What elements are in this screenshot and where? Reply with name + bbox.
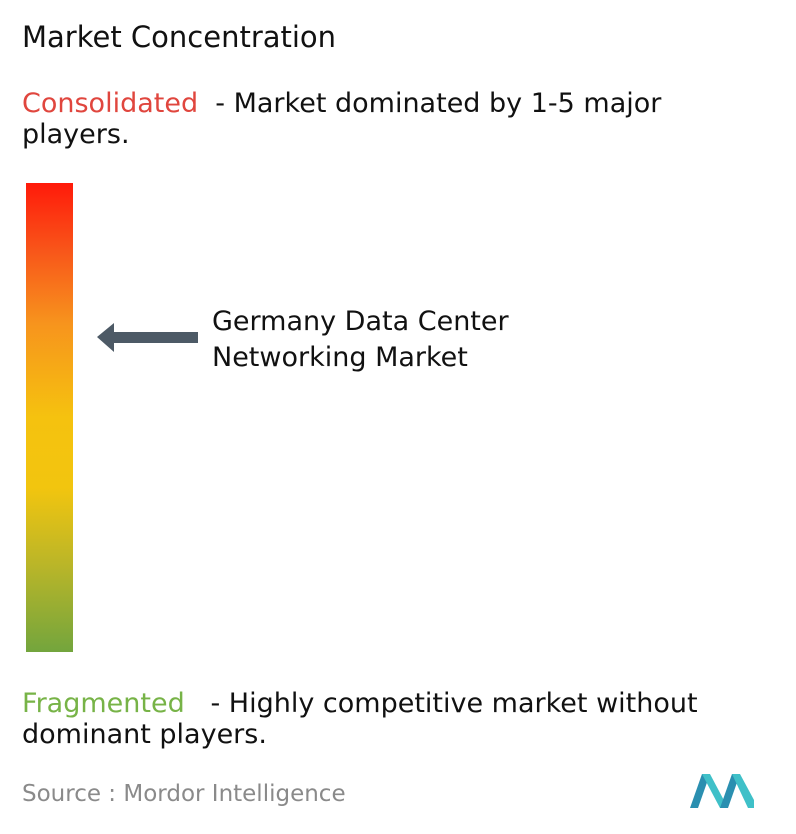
- source-prefix: Source :: [22, 781, 117, 807]
- concentration-gradient-bar: [26, 183, 73, 652]
- fragmented-label: Fragmented: [22, 688, 185, 719]
- logo-part: [720, 774, 740, 808]
- pointer-arrow: [97, 323, 198, 352]
- title: Market Concentration: [22, 20, 337, 54]
- logo-part: [732, 774, 754, 808]
- logo: [690, 774, 754, 808]
- consolidated-label: Consolidated: [22, 88, 199, 119]
- market-label: Germany Data Center Networking Market: [212, 306, 509, 373]
- fragmented-description: - Highly competitive market without domi…: [22, 688, 698, 750]
- consolidated-description: - Market dominated by 1-5 major players.: [22, 88, 662, 150]
- logo-part: [702, 774, 728, 808]
- arrow-shape: [97, 323, 198, 352]
- logo-part: [690, 774, 710, 808]
- consolidated-block: Consolidated - Market dominated by 1-5 m…: [22, 88, 767, 150]
- fragmented-block: Fragmented - Highly competitive market w…: [22, 688, 792, 750]
- source: Source : Mordor Intelligence: [22, 781, 346, 807]
- source-name: Mordor Intelligence: [123, 781, 346, 807]
